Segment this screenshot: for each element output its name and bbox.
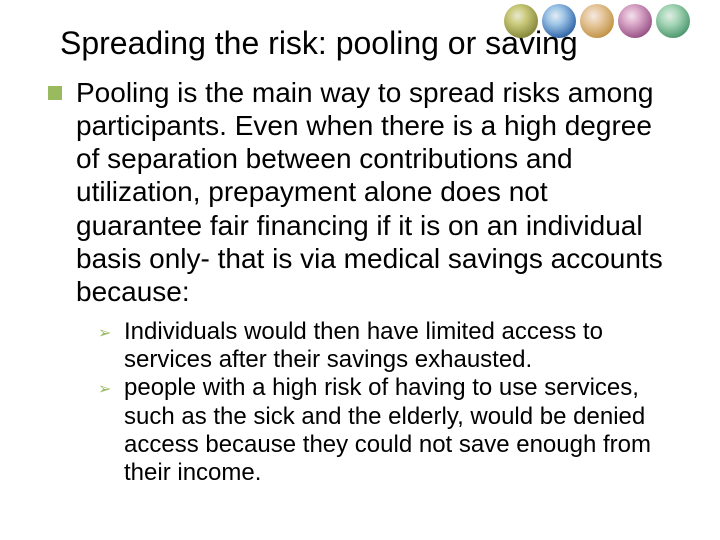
sub-bullet-text: Individuals would then have limited acce… (124, 318, 680, 375)
sub-bullet-list: ➢ Individuals would then have limited ac… (98, 318, 680, 488)
arrow-bullet-icon: ➢ (98, 379, 116, 399)
logo-strip (504, 4, 690, 38)
sub-bullet: ➢ people with a high risk of having to u… (98, 374, 680, 487)
slide: Spreading the risk: pooling or saving Po… (0, 0, 720, 540)
main-bullet: Pooling is the main way to spread risks … (48, 76, 680, 307)
earth-icon (542, 4, 576, 38)
leaf-icon (656, 4, 690, 38)
globe-icon (504, 4, 538, 38)
square-bullet-icon (48, 86, 62, 100)
coin-icon (580, 4, 614, 38)
sub-bullet-text: people with a high risk of having to use… (124, 374, 680, 487)
sub-bullet: ➢ Individuals would then have limited ac… (98, 318, 680, 375)
main-bullet-text: Pooling is the main way to spread risks … (76, 76, 680, 307)
arrow-bullet-icon: ➢ (98, 323, 116, 343)
cell-icon (618, 4, 652, 38)
